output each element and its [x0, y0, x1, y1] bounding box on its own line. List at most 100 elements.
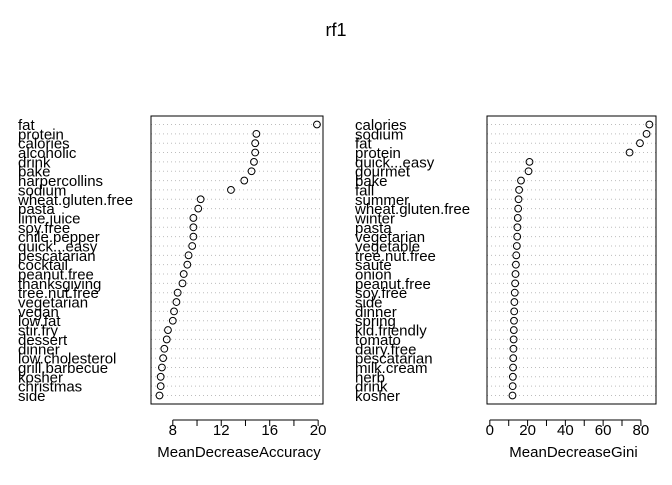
data-point — [247, 167, 256, 176]
x-tick-label: 40 — [557, 422, 574, 439]
row-label: fat — [18, 117, 36, 134]
data-point — [514, 195, 523, 204]
data-point — [240, 176, 249, 185]
data-point — [251, 139, 260, 148]
data-point — [170, 307, 178, 316]
x-axis-title: MeanDecreaseGini — [509, 444, 637, 461]
data-point — [515, 186, 524, 194]
data-point — [509, 344, 518, 353]
row-label: calories — [355, 117, 407, 134]
row-label: kosher — [18, 369, 63, 386]
row-label: harpercollins — [18, 173, 103, 190]
row-label: pasta — [18, 201, 55, 218]
data-point — [188, 242, 197, 250]
row-label: vegan — [18, 304, 59, 321]
data-point — [252, 129, 261, 138]
data-point — [510, 316, 518, 325]
data-point — [509, 335, 518, 344]
data-point — [524, 167, 533, 176]
row-label: low.fat — [18, 313, 61, 330]
data-point — [189, 223, 198, 232]
data-point — [645, 120, 654, 129]
row-label: soy.free — [18, 220, 70, 237]
row-label: tomato — [355, 332, 401, 349]
row-label: kosher — [355, 388, 400, 405]
data-point — [156, 382, 165, 391]
row-label: quick...easy — [355, 154, 435, 171]
row-label: vegetarian — [18, 295, 88, 312]
row-label: peanut.free — [355, 276, 431, 293]
row-label: milk.cream — [355, 360, 428, 377]
row-label: dessert — [18, 332, 68, 349]
row-label: lime.juice — [18, 210, 81, 227]
data-point — [513, 232, 522, 241]
panel-mean-decrease-gini: caloriessodiumfatproteinquick...easygour… — [354, 115, 657, 461]
row-label: peanut.free — [18, 267, 94, 284]
row-label: fat — [355, 136, 373, 153]
data-point — [189, 214, 198, 222]
data-point — [510, 288, 519, 297]
row-label: pasta — [355, 220, 392, 237]
row-label: pescatarian — [355, 351, 433, 368]
row-label: onion — [355, 267, 392, 284]
data-point — [162, 335, 171, 344]
data-point — [625, 148, 634, 157]
row-label: vegetarian — [355, 229, 425, 246]
data-point — [508, 372, 517, 381]
row-label: bake — [18, 164, 51, 181]
data-point — [164, 326, 172, 334]
data-point — [189, 232, 198, 241]
data-point — [155, 391, 164, 400]
data-point — [512, 242, 521, 250]
row-label: wheat.gluten.free — [354, 201, 470, 218]
row-label: thanksgiving — [18, 276, 101, 293]
data-point — [173, 288, 182, 297]
row-label: protein — [355, 145, 401, 162]
row-label: protein — [18, 126, 64, 143]
data-point — [156, 372, 165, 381]
row-label: sodium — [18, 182, 66, 199]
row-label: grill.barbecue — [18, 360, 108, 377]
row-label: vegetable — [355, 238, 420, 255]
data-point — [511, 279, 520, 288]
row-label: cocktail — [18, 257, 68, 274]
data-point — [227, 186, 235, 194]
data-point — [508, 382, 517, 391]
row-label: pescatarian — [18, 248, 96, 265]
data-point — [517, 176, 525, 185]
data-point — [183, 260, 192, 269]
data-point — [158, 363, 166, 372]
row-label: fall — [355, 182, 374, 199]
row-label: wheat.gluten.free — [17, 192, 133, 209]
data-point — [514, 204, 523, 213]
data-point — [512, 251, 521, 260]
row-label: herb — [355, 369, 385, 386]
row-label: summer — [355, 192, 409, 209]
data-point — [513, 214, 522, 222]
plot-frame — [150, 115, 324, 405]
x-tick-label: 20 — [310, 422, 327, 439]
row-label: dairy.free — [355, 341, 416, 358]
row-label: gourmet — [355, 164, 411, 181]
row-label: tree.nut.free — [18, 285, 99, 302]
x-tick-label: 80 — [633, 422, 650, 439]
data-point — [251, 148, 260, 157]
data-point — [184, 251, 193, 260]
data-point — [642, 129, 651, 138]
x-tick-label: 0 — [486, 422, 494, 439]
row-label: low.cholesterol — [18, 351, 116, 368]
data-point — [509, 326, 518, 334]
data-point — [513, 223, 522, 232]
row-label: side — [18, 388, 46, 405]
row-label: quick...easy — [18, 238, 98, 255]
row-label: winter — [354, 210, 395, 227]
row-label: dinner — [355, 304, 397, 321]
row-label: sodium — [355, 126, 403, 143]
data-point — [509, 354, 518, 363]
row-label: calories — [18, 136, 70, 153]
data-point — [159, 354, 168, 363]
data-point — [178, 279, 187, 288]
x-axis-title: MeanDecreaseAccuracy — [157, 444, 321, 461]
row-label: side — [355, 295, 383, 312]
